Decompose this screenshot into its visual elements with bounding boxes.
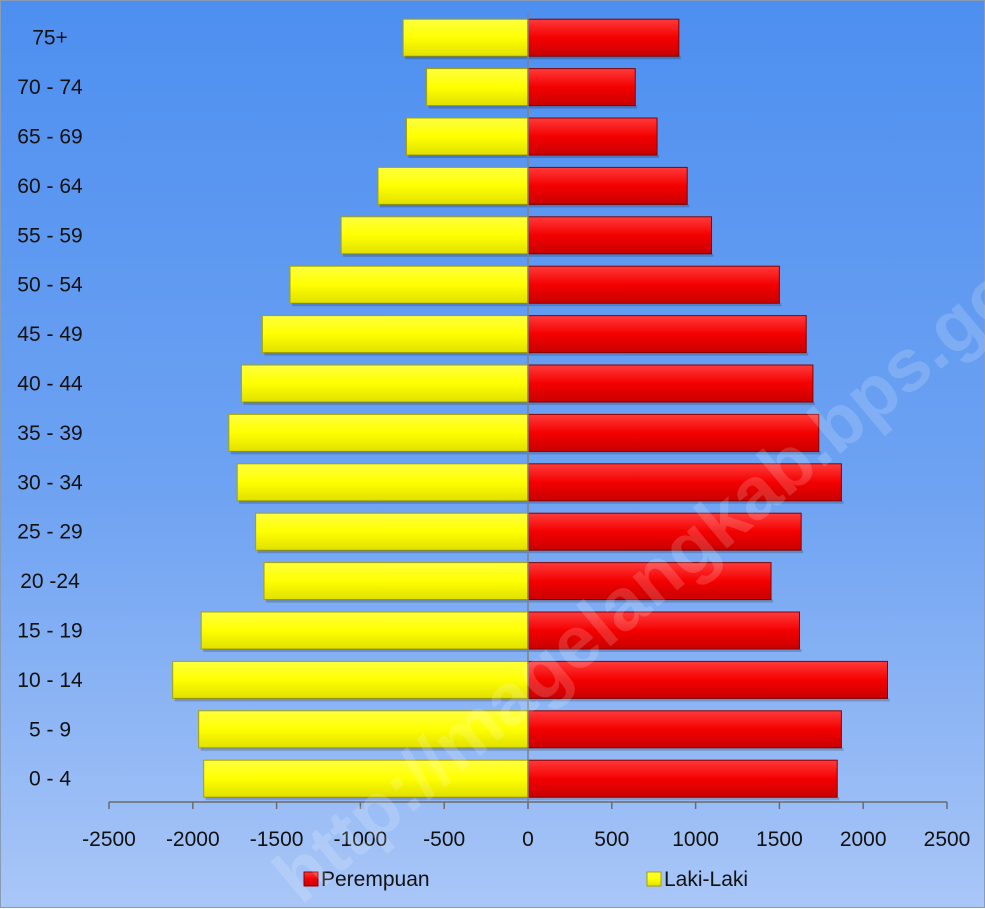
bar-shadow xyxy=(530,303,782,307)
bar-laki-laki-3 xyxy=(377,166,529,205)
x-tick-label: 1000 xyxy=(672,828,719,851)
category-label: 45 - 49 xyxy=(17,323,82,346)
x-tick-label: -1500 xyxy=(250,828,304,851)
category-label: 5 - 9 xyxy=(29,718,71,741)
bar-laki-laki-8 xyxy=(228,413,529,452)
bar-laki-laki-6 xyxy=(261,315,529,354)
bar-shadow xyxy=(530,698,890,702)
bar-perempuan-13 xyxy=(527,660,889,699)
category-label: 50 - 54 xyxy=(17,274,83,297)
bar-perempuan-14 xyxy=(527,710,842,749)
x-tick-label: 0 xyxy=(522,828,534,851)
x-tick-label: -2000 xyxy=(166,828,220,851)
bar-perempuan-0 xyxy=(527,18,680,57)
bar-perempuan-1 xyxy=(527,68,636,107)
x-tick-label: -500 xyxy=(423,828,465,851)
bar-shadow xyxy=(405,56,530,60)
legend-swatch-perempuan xyxy=(303,871,319,887)
bar-perempuan-3 xyxy=(527,166,688,205)
category-label: 10 - 14 xyxy=(17,669,83,692)
category-label: 30 - 34 xyxy=(17,471,83,494)
bar-shadow xyxy=(257,550,530,554)
bar-perempuan-9 xyxy=(527,463,842,502)
bar-laki-laki-11 xyxy=(263,562,529,601)
x-tick-label: 500 xyxy=(594,828,629,851)
bar-shadow xyxy=(530,599,774,603)
category-label: 20 -24 xyxy=(20,570,80,593)
bar-shadow xyxy=(408,155,530,158)
bar-shadow xyxy=(266,599,530,603)
x-tick-label: 2000 xyxy=(840,828,887,851)
bar-shadow xyxy=(379,204,530,208)
bar-perempuan-5 xyxy=(527,265,780,304)
bar-shadow xyxy=(530,253,714,257)
bar-shadow xyxy=(200,747,530,751)
bar-laki-laki-14 xyxy=(198,710,529,749)
bar-shadow xyxy=(530,797,840,801)
category-label: 40 - 44 xyxy=(17,373,83,396)
bar-shadow xyxy=(530,402,815,405)
bar-perempuan-4 xyxy=(527,216,713,255)
bar-shadow xyxy=(174,698,531,702)
bar-shadow xyxy=(343,253,530,257)
bar-perempuan-6 xyxy=(527,315,807,354)
x-tick-label: 2500 xyxy=(924,828,971,851)
bar-shadow xyxy=(239,500,531,504)
legend-swatch-laki-laki xyxy=(646,871,662,887)
bar-laki-laki-10 xyxy=(255,512,529,551)
bar-perempuan-8 xyxy=(527,413,820,452)
bar-shadow xyxy=(292,303,530,307)
category-label: 70 - 74 xyxy=(17,76,83,99)
legend-label-laki-laki: Laki-Laki xyxy=(664,868,748,891)
bar-laki-laki-1 xyxy=(426,68,529,107)
legend-label-perempuan: Perempuan xyxy=(321,868,430,891)
bar-laki-laki-4 xyxy=(340,216,529,255)
x-tick-label: 1500 xyxy=(756,828,803,851)
bar-shadow xyxy=(530,747,844,751)
category-label: 55 - 59 xyxy=(17,224,82,247)
bar-laki-laki-5 xyxy=(289,265,529,304)
bar-shadow xyxy=(243,402,531,405)
bar-laki-laki-0 xyxy=(402,18,529,57)
bar-laki-laki-12 xyxy=(200,611,529,650)
x-tick-label: -2500 xyxy=(82,828,136,851)
category-label: 35 - 39 xyxy=(17,422,82,445)
bar-shadow xyxy=(530,500,844,504)
bar-shadow xyxy=(530,352,809,356)
bar-perempuan-15 xyxy=(527,759,838,798)
bar-perempuan-7 xyxy=(527,364,814,403)
category-label: 0 - 4 xyxy=(29,768,71,791)
bar-shadow xyxy=(530,56,681,60)
bar-shadow xyxy=(530,451,821,455)
bar-shadow xyxy=(530,550,804,554)
bar-shadow xyxy=(205,797,530,801)
bar-laki-laki-2 xyxy=(405,117,529,156)
bar-shadow xyxy=(203,649,530,652)
category-label: 15 - 19 xyxy=(17,620,82,643)
bar-shadow xyxy=(530,649,802,652)
bar-laki-laki-7 xyxy=(240,364,529,403)
category-label: 75+ xyxy=(32,27,68,50)
x-tick-label: -1000 xyxy=(334,828,388,851)
bar-shadow xyxy=(264,352,530,356)
category-label: 65 - 69 xyxy=(17,126,82,149)
bar-shadow xyxy=(530,204,690,208)
bar-shadow xyxy=(530,105,638,109)
category-label: 25 - 29 xyxy=(17,521,82,544)
bar-laki-laki-13 xyxy=(172,660,529,699)
bar-shadow xyxy=(428,105,530,109)
bar-laki-laki-9 xyxy=(236,463,529,502)
bar-perempuan-2 xyxy=(527,117,658,156)
bar-perempuan-11 xyxy=(527,562,772,601)
category-label: 60 - 64 xyxy=(17,175,83,198)
bar-laki-laki-15 xyxy=(203,759,529,798)
bar-shadow xyxy=(230,451,531,455)
bar-shadow xyxy=(530,155,660,158)
